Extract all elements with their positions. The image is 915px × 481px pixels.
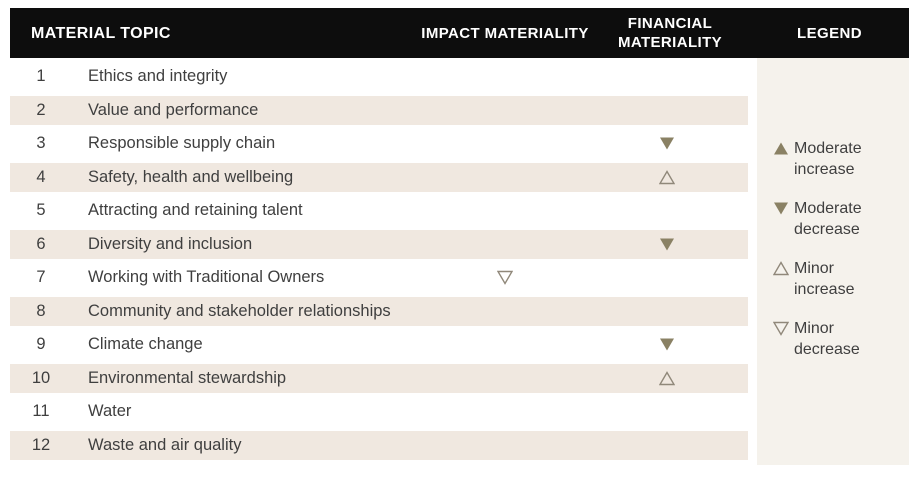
topic-label: Ethics and integrity [88,67,228,86]
financial-materiality-cell [585,370,748,386]
table-rows: 1 Ethics and integrity 2 Value and performa… [10,60,748,462]
topic-label: Environmental stewardship [88,368,287,387]
topic-label: Waste and air quality [88,435,242,454]
legend-items: Moderate increase Moderate decrease Minor … [773,138,903,360]
row-number: 4 [36,167,46,186]
financial-materiality-cell [585,136,748,151]
legend-item: Minor increase [773,258,903,300]
topic-label: Water [88,402,132,421]
header-material-topic: MATERIAL TOPIC [31,24,171,42]
legend-item-label: Minor increase [794,260,855,298]
row-number: 9 [36,335,46,354]
row-number: 11 [32,402,50,421]
topic-label: Community and stakeholder relationships [88,301,391,320]
impact-materiality-cell [425,270,585,286]
table-row: 2 Value and performance [10,93,748,127]
minor-increase-icon [658,370,675,385]
topic-label: Responsible supply chain [88,134,276,153]
legend-item: Moderate increase [773,138,903,180]
minor-decrease-icon [773,321,789,336]
topic-label: Safety, health and wellbeing [88,167,294,186]
table-header: MATERIAL TOPIC IMPACT MATERIALITY FINANC… [10,8,909,58]
row-number: 8 [36,301,46,320]
table-row: 1 Ethics and integrity [10,60,748,94]
topic-label: Diversity and inclusion [88,234,253,253]
legend-item: Minor decrease [773,318,903,360]
financial-materiality-cell [585,169,748,185]
row-number: 3 [36,134,46,153]
table-row: 3 Responsible supply chain [10,127,748,161]
table-row: 10 Environmental stewardship [10,361,748,395]
table-row: 8 Community and stakeholder relationships [10,294,748,328]
table-row: 9 Climate change [10,328,748,362]
table-row: 6 Diversity and inclusion [10,227,748,261]
legend-item: Moderate decrease [773,198,903,240]
financial-materiality-cell [585,337,748,352]
moderate-increase-icon [774,142,788,155]
row-number: 2 [36,100,46,119]
table-row: 7 Working with Traditional Owners [10,261,748,295]
table-row: 12 Waste and air quality [10,428,748,462]
header-financial-materiality: FINANCIAL MATERIALITY [617,15,723,51]
legend-item-label: Moderate increase [794,140,862,178]
minor-increase-icon [773,261,789,276]
row-number: 5 [36,201,46,220]
header-legend: LEGEND [797,24,862,42]
row-number: 10 [31,368,51,387]
moderate-decrease-icon [774,202,788,215]
legend-panel: Moderate increase Moderate decrease Minor … [757,58,909,465]
legend-item-label: Minor decrease [794,320,860,358]
topic-label: Working with Traditional Owners [88,268,325,287]
minor-decrease-icon [497,271,513,286]
topic-label: Value and performance [88,100,259,119]
header-impact-materiality: IMPACT MATERIALITY [421,24,589,42]
table-row: 4 Safety, health and wellbeing [10,160,748,194]
financial-materiality-cell [585,237,748,252]
topic-label: Attracting and retaining talent [88,201,303,220]
moderate-decrease-icon [659,137,674,150]
moderate-decrease-icon [659,238,674,251]
row-number: 7 [36,268,46,287]
table-row: 11 Water [10,395,748,429]
moderate-decrease-icon [659,338,674,351]
row-number: 1 [36,67,46,86]
row-number: 6 [36,234,46,253]
legend-item-label: Moderate decrease [794,200,862,238]
topic-label: Climate change [88,335,203,354]
minor-increase-icon [658,169,675,184]
row-number: 12 [31,435,51,454]
table-row: 5 Attracting and retaining talent [10,194,748,228]
